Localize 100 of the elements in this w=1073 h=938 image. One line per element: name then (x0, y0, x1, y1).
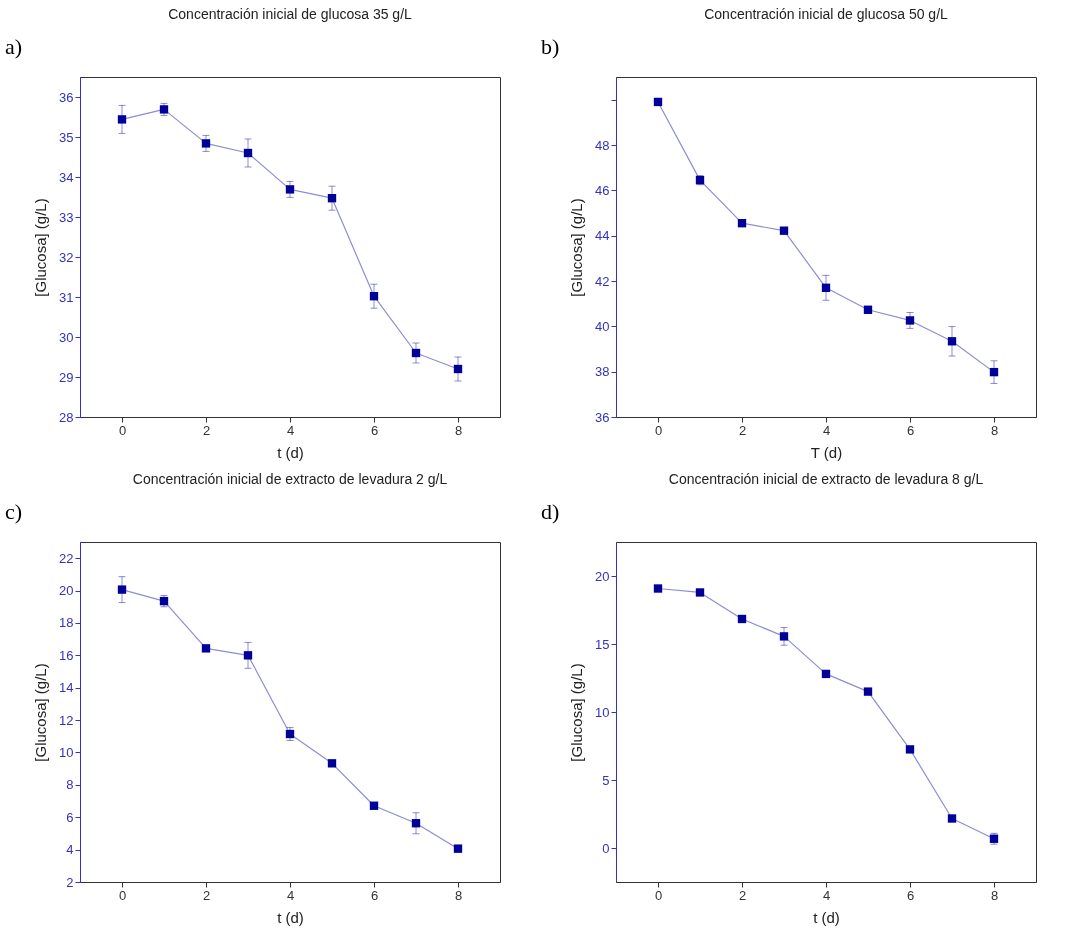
point (453, 364, 463, 374)
point (117, 115, 127, 124)
point (653, 97, 663, 107)
y-tick-label: 8 (66, 777, 74, 793)
point (863, 687, 873, 696)
y-tick-label: 22 (59, 550, 74, 566)
x-tick-label: 8 (454, 422, 463, 438)
y-tick-label: 46 (595, 182, 610, 198)
point (947, 814, 957, 823)
point (779, 632, 789, 641)
point (779, 226, 789, 235)
y-axis-title: [Glucosa] (g/L) (32, 198, 50, 297)
point (411, 348, 421, 358)
point (159, 105, 169, 114)
point (453, 844, 463, 853)
y-tick-label: 42 (595, 273, 610, 289)
y-tick-label: 36 (595, 409, 610, 425)
chart-title: Concentración inicial de glucosa 35 g/L (168, 6, 413, 22)
point (327, 759, 337, 768)
y-tick-label: 4 (66, 842, 74, 858)
point (327, 194, 337, 203)
y-tick-label: 34 (59, 169, 74, 185)
y-tick-label: 16 (59, 647, 74, 663)
y-tick-label: 36 (59, 89, 74, 105)
text: a) (5, 34, 23, 59)
y-tick-label: 28 (59, 409, 74, 425)
point (947, 337, 957, 346)
x-axis-title: T (d) (810, 443, 843, 461)
point (905, 745, 915, 754)
y-tick-label: 33 (59, 209, 74, 225)
point (243, 651, 253, 660)
point (695, 588, 705, 597)
chart-title: Concentración inicial de extracto de levadura 8 g/L (668, 471, 984, 487)
point (117, 585, 127, 594)
point (821, 283, 831, 292)
x-tick-label: 0 (654, 422, 663, 438)
x-axis-title: t (d) (277, 908, 304, 926)
text: b) (541, 34, 560, 59)
y-tick-label: 5 (602, 772, 610, 788)
y-tick-label: 40 (595, 318, 610, 334)
point (369, 801, 379, 810)
x-tick-label: 4 (822, 887, 831, 903)
y-tick-label: 38 (595, 364, 610, 380)
y-tick-label: 20 (595, 568, 610, 584)
chart-title: Concentración inicial de extracto de levadura 2 g/L (132, 471, 448, 487)
text: d) (541, 499, 560, 524)
x-tick-label: 2 (202, 422, 211, 438)
y-tick-label: 15 (595, 636, 610, 652)
y-tick-label: 35 (59, 129, 74, 145)
y-tick-label: 48 (595, 137, 610, 153)
x-tick-label: 6 (906, 422, 915, 438)
y-tick-label: 29 (59, 369, 74, 385)
y-tick-label: 10 (595, 704, 610, 720)
x-axis-title: t (d) (277, 443, 304, 461)
x-axis-title: t (d) (813, 908, 840, 926)
y-tick-label: 0 (602, 840, 610, 856)
point (821, 669, 831, 679)
x-tick-label: 4 (822, 422, 831, 438)
x-tick-label: 0 (118, 422, 127, 438)
chart-title: Concentración inicial de glucosa 50 g/L (704, 6, 949, 22)
x-tick-label: 8 (454, 887, 463, 903)
y-tick-label: 12 (59, 712, 74, 728)
x-tick-label: 8 (990, 887, 999, 903)
x-tick-label: 2 (738, 887, 747, 903)
x-tick-label: 0 (118, 887, 127, 903)
x-tick-label: 6 (370, 422, 379, 438)
x-tick-label: 2 (202, 887, 211, 903)
point (201, 644, 211, 653)
point (285, 185, 295, 194)
y-tick-label: 2 (66, 874, 74, 890)
x-tick-label: 0 (654, 887, 663, 903)
y-tick-label: 10 (59, 744, 74, 760)
y-tick-label: 6 (66, 809, 74, 825)
y-tick-label: 32 (59, 249, 74, 265)
point (201, 139, 211, 148)
x-tick-label: 6 (906, 887, 915, 903)
x-tick-label: 4 (286, 422, 295, 438)
point (863, 305, 873, 314)
y-tick-label: 44 (595, 228, 610, 244)
x-tick-label: 6 (370, 887, 379, 903)
point (653, 584, 663, 593)
x-tick-label: 4 (286, 887, 295, 903)
point (989, 367, 999, 377)
point (243, 148, 253, 158)
x-tick-label: 8 (990, 422, 999, 438)
point (737, 614, 747, 624)
y-axis-title: [Glucosa] (g/L) (568, 198, 586, 297)
point (905, 316, 915, 325)
y-axis-title: [Glucosa] (g/L) (568, 663, 586, 762)
point (737, 219, 747, 228)
y-tick-label: 30 (59, 329, 74, 345)
x-tick-label: 2 (738, 422, 747, 438)
point (369, 292, 379, 301)
y-tick-label: 20 (59, 583, 74, 599)
y-axis-title: [Glucosa] (g/L) (32, 663, 50, 762)
text: c) (5, 499, 23, 524)
y-tick-label: 18 (59, 615, 74, 631)
y-tick-label: 14 (59, 680, 74, 696)
point (411, 819, 421, 828)
y-tick-label: 31 (59, 289, 74, 305)
